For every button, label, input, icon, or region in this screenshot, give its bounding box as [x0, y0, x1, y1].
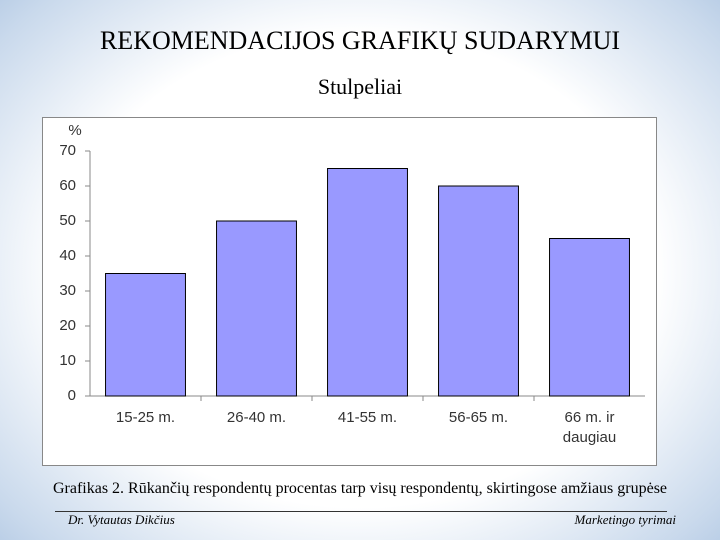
bar — [438, 185, 519, 397]
y-tick-label: 50 — [59, 212, 76, 229]
x-tick-label: 66 m. ir daugiau — [562, 409, 617, 446]
footer-right: Marketingo tyrimai — [574, 512, 676, 527]
y-tick-label: 40 — [59, 247, 76, 264]
footer-rule — [55, 511, 667, 512]
bar — [216, 220, 297, 397]
x-tick-label: 56-65 m. — [448, 409, 509, 426]
y-tick-label: 0 — [68, 387, 76, 404]
caption: Grafikas 2. Rūkančių respondentų procent… — [52, 480, 668, 497]
bar — [549, 238, 630, 397]
x-tick-label: 26-40 m. — [226, 409, 287, 426]
y-tick-label: 20 — [59, 317, 76, 334]
bar — [105, 273, 186, 397]
y-tick-label: 60 — [59, 177, 76, 194]
x-tick-label: 15-25 m. — [115, 409, 176, 426]
y-tick-label: 10 — [59, 352, 76, 369]
slide-title: REKOMENDACIJOS GRAFIKŲ SUDARYMUI — [99, 26, 621, 55]
slide-subtitle: Stulpeliai — [317, 74, 403, 99]
bar — [327, 168, 408, 397]
y-axis-label: % — [68, 122, 81, 139]
x-tick-label: 41-55 m. — [337, 409, 398, 426]
y-tick-label: 30 — [59, 282, 76, 299]
footer-left: Dr. Vytautas Dikčius — [68, 512, 175, 527]
y-tick-label: 70 — [59, 142, 76, 159]
